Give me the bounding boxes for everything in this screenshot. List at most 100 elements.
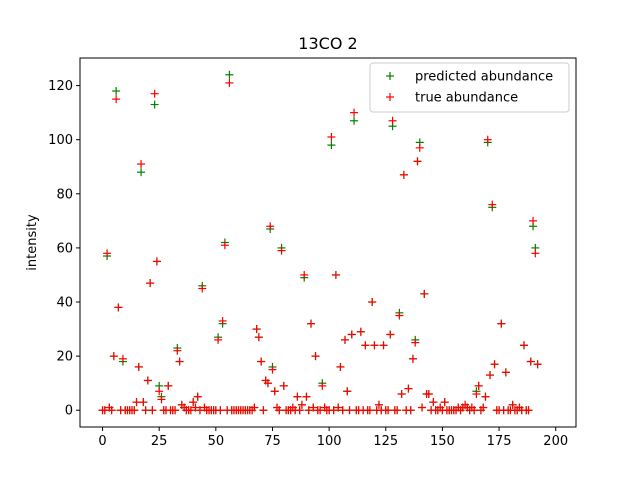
data-point [137,168,146,177]
series-true [98,78,542,415]
data-point [334,403,343,412]
data-point [404,384,413,393]
data-point [107,406,116,415]
data-point [420,289,429,298]
data-point [103,249,112,258]
data-point [304,406,313,415]
data-point [340,335,349,344]
data-point [384,406,393,415]
data-point [526,357,535,366]
data-point [338,406,347,415]
data-point [141,406,150,415]
y-tick-label: 80 [56,187,73,202]
data-point [150,100,159,109]
x-tick-label: 75 [264,434,281,449]
data-point [112,95,121,104]
data-point [393,406,402,415]
data-point [146,279,155,288]
data-point [270,387,279,396]
x-tick-label: 25 [151,434,168,449]
legend: predicted abundance true abundance [369,62,570,113]
data-point [164,381,173,390]
data-point [150,89,159,98]
data-point [250,403,259,412]
data-point [195,406,204,415]
data-point [374,400,383,409]
data-point [316,406,325,415]
data-point [109,352,118,361]
x-axis: 0 25 50 75 100 125 150 175 200 [98,427,568,449]
legend-entries: predicted abundance true abundance [386,70,553,106]
x-tick-label: 50 [208,434,225,449]
x-tick-label: 125 [373,434,398,449]
data-point [429,398,438,407]
legend-label: predicted abundance [415,70,553,85]
data-point [318,381,327,390]
data-point [186,406,195,415]
data-point [386,330,395,339]
data-point [173,346,182,355]
data-point [361,341,370,350]
data-point [479,403,488,412]
data-point [189,398,198,407]
data-point [295,406,304,415]
data-point [472,389,481,398]
data-point [225,70,234,79]
data-point [297,400,306,409]
data-point [481,392,490,401]
data-point [155,387,164,396]
data-point [408,354,417,363]
data-point [524,406,533,415]
y-tick-label: 20 [56,350,73,365]
data-point [171,406,180,415]
data-point [218,316,227,325]
y-axis-label: intensity [25,214,40,271]
y-axis: 0 20 40 60 80 100 120 [48,79,80,419]
data-point [252,325,261,334]
data-point [157,395,166,404]
data-point [490,360,499,369]
y-tick-label: 120 [48,79,73,94]
data-point [327,132,336,141]
data-point [225,78,234,87]
data-point [406,406,415,415]
data-point [356,327,365,336]
data-point [263,379,272,388]
plot-frame [79,57,577,428]
data-point [220,241,229,250]
data-point [329,406,338,415]
data-point [440,398,449,407]
x-tick-label: 175 [487,434,512,449]
data-point [368,298,377,307]
data-point [100,406,109,415]
data-point [336,362,345,371]
data-point [497,319,506,328]
data-point [257,357,266,366]
data-point [118,354,127,363]
data-point [175,357,184,366]
data-point [397,389,406,398]
data-point [293,392,302,401]
data-point [388,116,397,125]
data-point [519,341,528,350]
data-point [137,160,146,169]
data-point [112,87,121,96]
data-point [343,387,352,396]
chart-title: 13CO 2 [298,34,357,53]
data-point [415,143,424,152]
data-point [350,116,359,125]
data-point [474,381,483,390]
data-point [533,360,542,369]
data-point [193,392,202,401]
data-point [268,365,277,374]
legend-label: true abundance [415,91,518,106]
data-point [198,284,207,293]
legend-box [369,62,570,113]
data-point [470,406,479,415]
data-point [350,108,359,117]
data-point [216,406,225,415]
data-point [254,333,263,342]
y-tick-label: 40 [56,296,73,311]
data-point [345,406,354,415]
